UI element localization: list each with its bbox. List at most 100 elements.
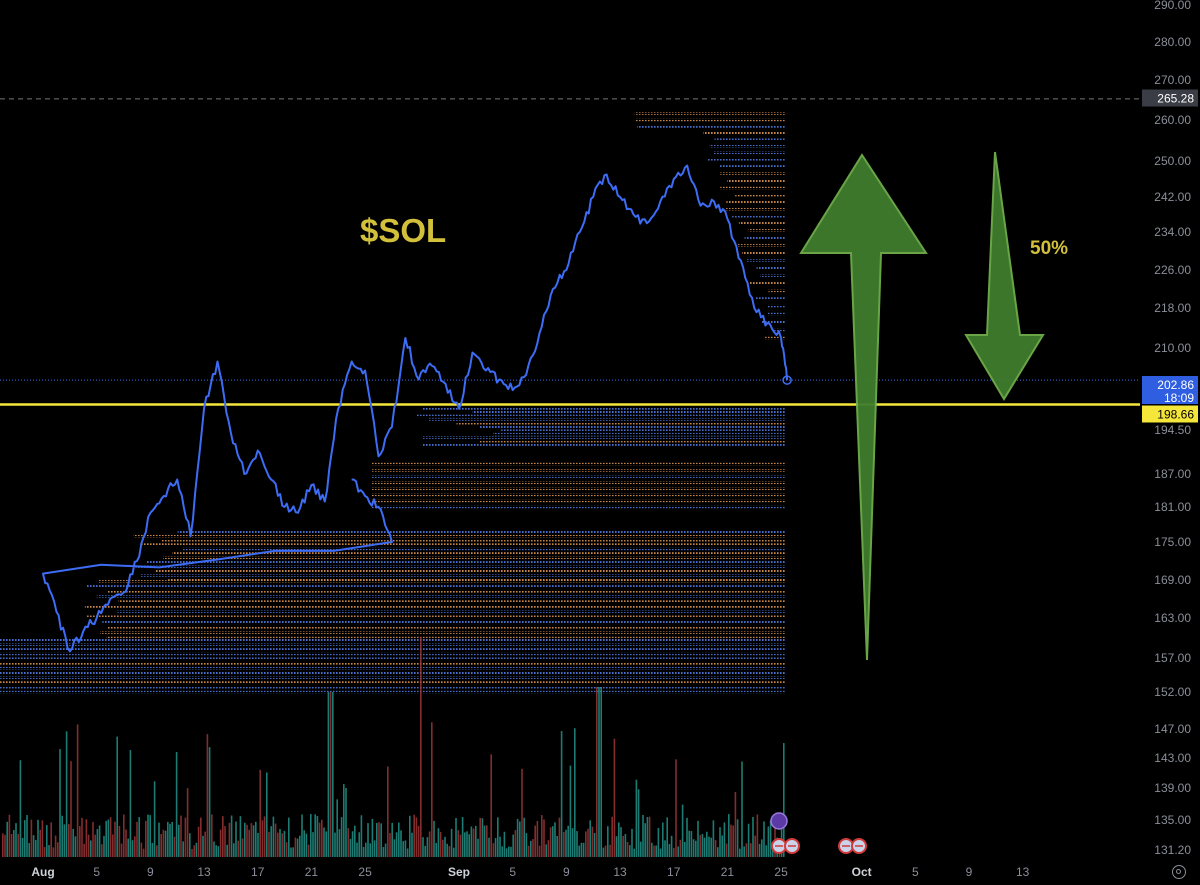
volume-bar xyxy=(589,820,591,857)
volume-bar xyxy=(690,831,693,857)
volume-bar xyxy=(252,825,255,857)
profile-row xyxy=(732,215,786,218)
volume-bar xyxy=(2,833,4,857)
volume-bar xyxy=(28,843,30,857)
volume-bar xyxy=(59,749,61,857)
volume-bar xyxy=(675,759,677,857)
price-axis[interactable]: 290.00 280.00 270.00 260.00 250.00 242.00 234.… xyxy=(1154,0,1191,857)
volume-bar xyxy=(563,832,565,857)
x-tick-label: 9 xyxy=(563,865,570,879)
settings-icon[interactable] xyxy=(1172,865,1186,879)
volume-bar xyxy=(618,822,620,857)
volume-bar xyxy=(464,832,466,857)
volume-bar xyxy=(195,842,198,857)
volume-bar xyxy=(486,825,488,857)
volume-bar xyxy=(277,832,279,857)
volume-bar xyxy=(26,815,28,857)
volume-bar xyxy=(318,822,321,857)
profile-row xyxy=(0,662,786,665)
profile-row xyxy=(372,469,786,472)
volume-bar xyxy=(10,833,13,857)
volume-bar xyxy=(332,692,334,857)
volume-bar xyxy=(173,836,176,857)
volume-bar xyxy=(591,826,594,857)
volume-bar xyxy=(446,843,448,857)
y-tick-label: 234.00 xyxy=(1154,225,1191,239)
volume-bar xyxy=(50,822,52,857)
volume-bar xyxy=(233,843,235,857)
volume-bar xyxy=(334,832,336,857)
profile-row xyxy=(0,667,786,670)
profile-row xyxy=(97,580,786,583)
volume-bar xyxy=(294,837,297,857)
volume-bar xyxy=(457,830,459,857)
horizontal-lines xyxy=(0,98,1140,406)
volume-bar xyxy=(138,817,140,857)
profile-row xyxy=(172,552,786,555)
profile-row xyxy=(774,328,786,332)
profile-row xyxy=(372,462,786,466)
volume-bar xyxy=(358,832,360,857)
volume-bar xyxy=(455,818,457,857)
volume-bar xyxy=(692,839,695,857)
volume-bar xyxy=(611,816,613,857)
volume-bar xyxy=(444,836,446,857)
volume-bar xyxy=(435,842,437,857)
profile-row xyxy=(86,585,786,588)
profile-row xyxy=(735,194,786,197)
volume-bar xyxy=(673,848,675,857)
profile-row xyxy=(0,686,786,689)
profile-row xyxy=(737,244,786,247)
volume-bar xyxy=(576,831,578,857)
volume-bar xyxy=(63,824,66,857)
volume-bar xyxy=(723,822,726,857)
volume-bar xyxy=(754,835,756,857)
volume-bar xyxy=(745,843,748,857)
profile-row xyxy=(140,574,786,577)
volume-bar xyxy=(281,833,283,857)
volume-bar xyxy=(167,821,169,857)
volume-bar xyxy=(347,828,349,857)
profile-row xyxy=(372,493,786,497)
volume-bar xyxy=(387,766,389,857)
volume-bar xyxy=(552,826,554,857)
profile-row xyxy=(0,676,786,679)
event-markers[interactable] xyxy=(770,812,867,854)
volume-bar xyxy=(21,837,24,857)
profile-row xyxy=(756,266,786,270)
volume-bar xyxy=(296,838,299,857)
volume-bar xyxy=(131,840,134,857)
volume-bar xyxy=(593,832,596,857)
profile-row xyxy=(0,652,786,656)
y-tick-label: 210.00 xyxy=(1154,341,1191,355)
profile-row xyxy=(99,631,786,634)
volume-bar xyxy=(415,817,418,857)
profile-row xyxy=(634,118,786,122)
y-tick-label: 270.00 xyxy=(1154,73,1191,87)
profile-row xyxy=(759,274,786,277)
volume-bar xyxy=(202,835,204,857)
volume-bar xyxy=(191,848,193,857)
dashed-level-tag: 265.28 xyxy=(1142,89,1198,107)
y-tick-label: 242.00 xyxy=(1154,190,1191,204)
volume-bar xyxy=(450,828,453,857)
time-axis[interactable]: Aug 5 9 13 17 21 25 Sep 5 9 13 17 21 25 Oct 5 9 13 xyxy=(31,865,1029,879)
x-tick-label: 5 xyxy=(509,865,516,879)
profile-row xyxy=(714,151,786,154)
volume-bar xyxy=(426,837,429,857)
volume-bar xyxy=(74,836,77,857)
y-tick-label: 163.00 xyxy=(1154,611,1191,625)
volume-bar xyxy=(664,840,666,857)
y-tick-label: 139.00 xyxy=(1154,781,1191,795)
volume-bar xyxy=(65,731,68,857)
profile-row xyxy=(106,626,786,629)
volume-bar xyxy=(259,769,261,857)
profile-row xyxy=(168,578,786,582)
volume-bar xyxy=(499,836,501,857)
y-tick-label: 187.00 xyxy=(1154,467,1191,481)
volume-bar xyxy=(659,848,662,857)
volume-bar xyxy=(46,825,48,857)
